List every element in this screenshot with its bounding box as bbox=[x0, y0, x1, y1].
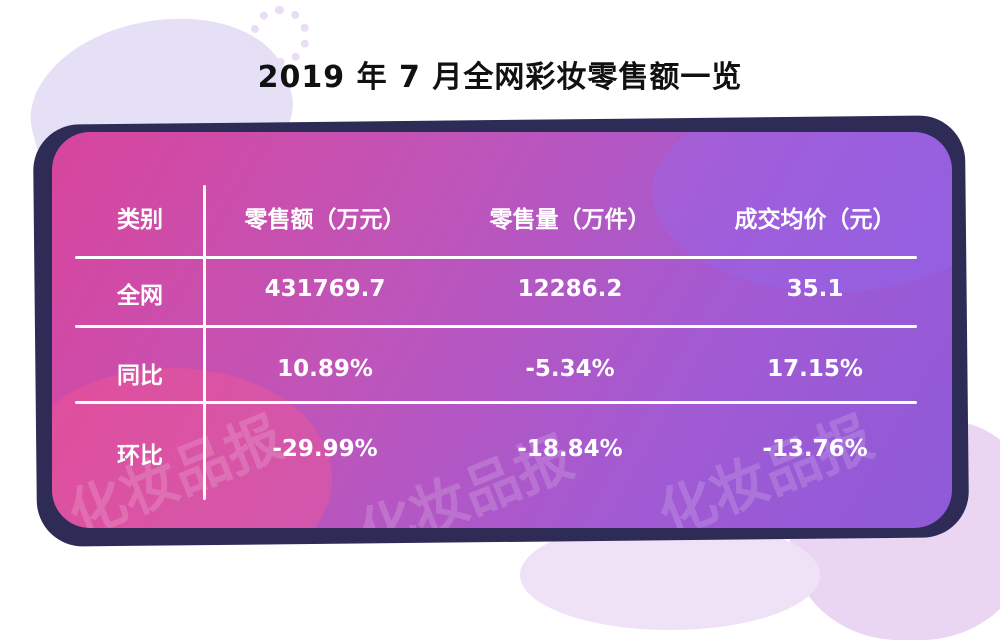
cell-mom-sales: -29.99% bbox=[272, 436, 378, 462]
cell-yoy-volume: -5.34% bbox=[525, 356, 615, 382]
table-divider-horizontal bbox=[75, 325, 917, 328]
watermark: 化妆品报 bbox=[349, 425, 582, 528]
cell-mom-price: -13.76% bbox=[762, 436, 868, 462]
table-divider-horizontal bbox=[75, 401, 917, 404]
gear-icon bbox=[250, 6, 310, 66]
header-category: 类别 bbox=[117, 207, 163, 233]
cell-yoy-price: 17.15% bbox=[767, 356, 863, 382]
cell-total-sales: 431769.7 bbox=[264, 276, 386, 302]
row-label-yoy: 同比 bbox=[117, 363, 163, 389]
cell-total-price: 35.1 bbox=[786, 276, 844, 302]
header-retail-sales: 零售额（万元） bbox=[244, 207, 406, 233]
header-average-price: 成交均价（元） bbox=[734, 207, 896, 233]
table-divider-vertical bbox=[203, 185, 206, 500]
row-label-mom: 环比 bbox=[117, 443, 163, 469]
page-title: 2019 年 7 月全网彩妆零售额一览 bbox=[257, 60, 743, 95]
cell-yoy-sales: 10.89% bbox=[277, 356, 373, 382]
row-label-total: 全网 bbox=[117, 283, 163, 309]
cell-total-volume: 12286.2 bbox=[517, 276, 623, 302]
table-divider-horizontal bbox=[75, 256, 917, 259]
header-retail-volume: 零售量（万件） bbox=[489, 207, 651, 233]
table-card: 化妆品报 化妆品报 化妆品报 化妆品报 bbox=[52, 132, 952, 528]
cell-mom-volume: -18.84% bbox=[517, 436, 623, 462]
